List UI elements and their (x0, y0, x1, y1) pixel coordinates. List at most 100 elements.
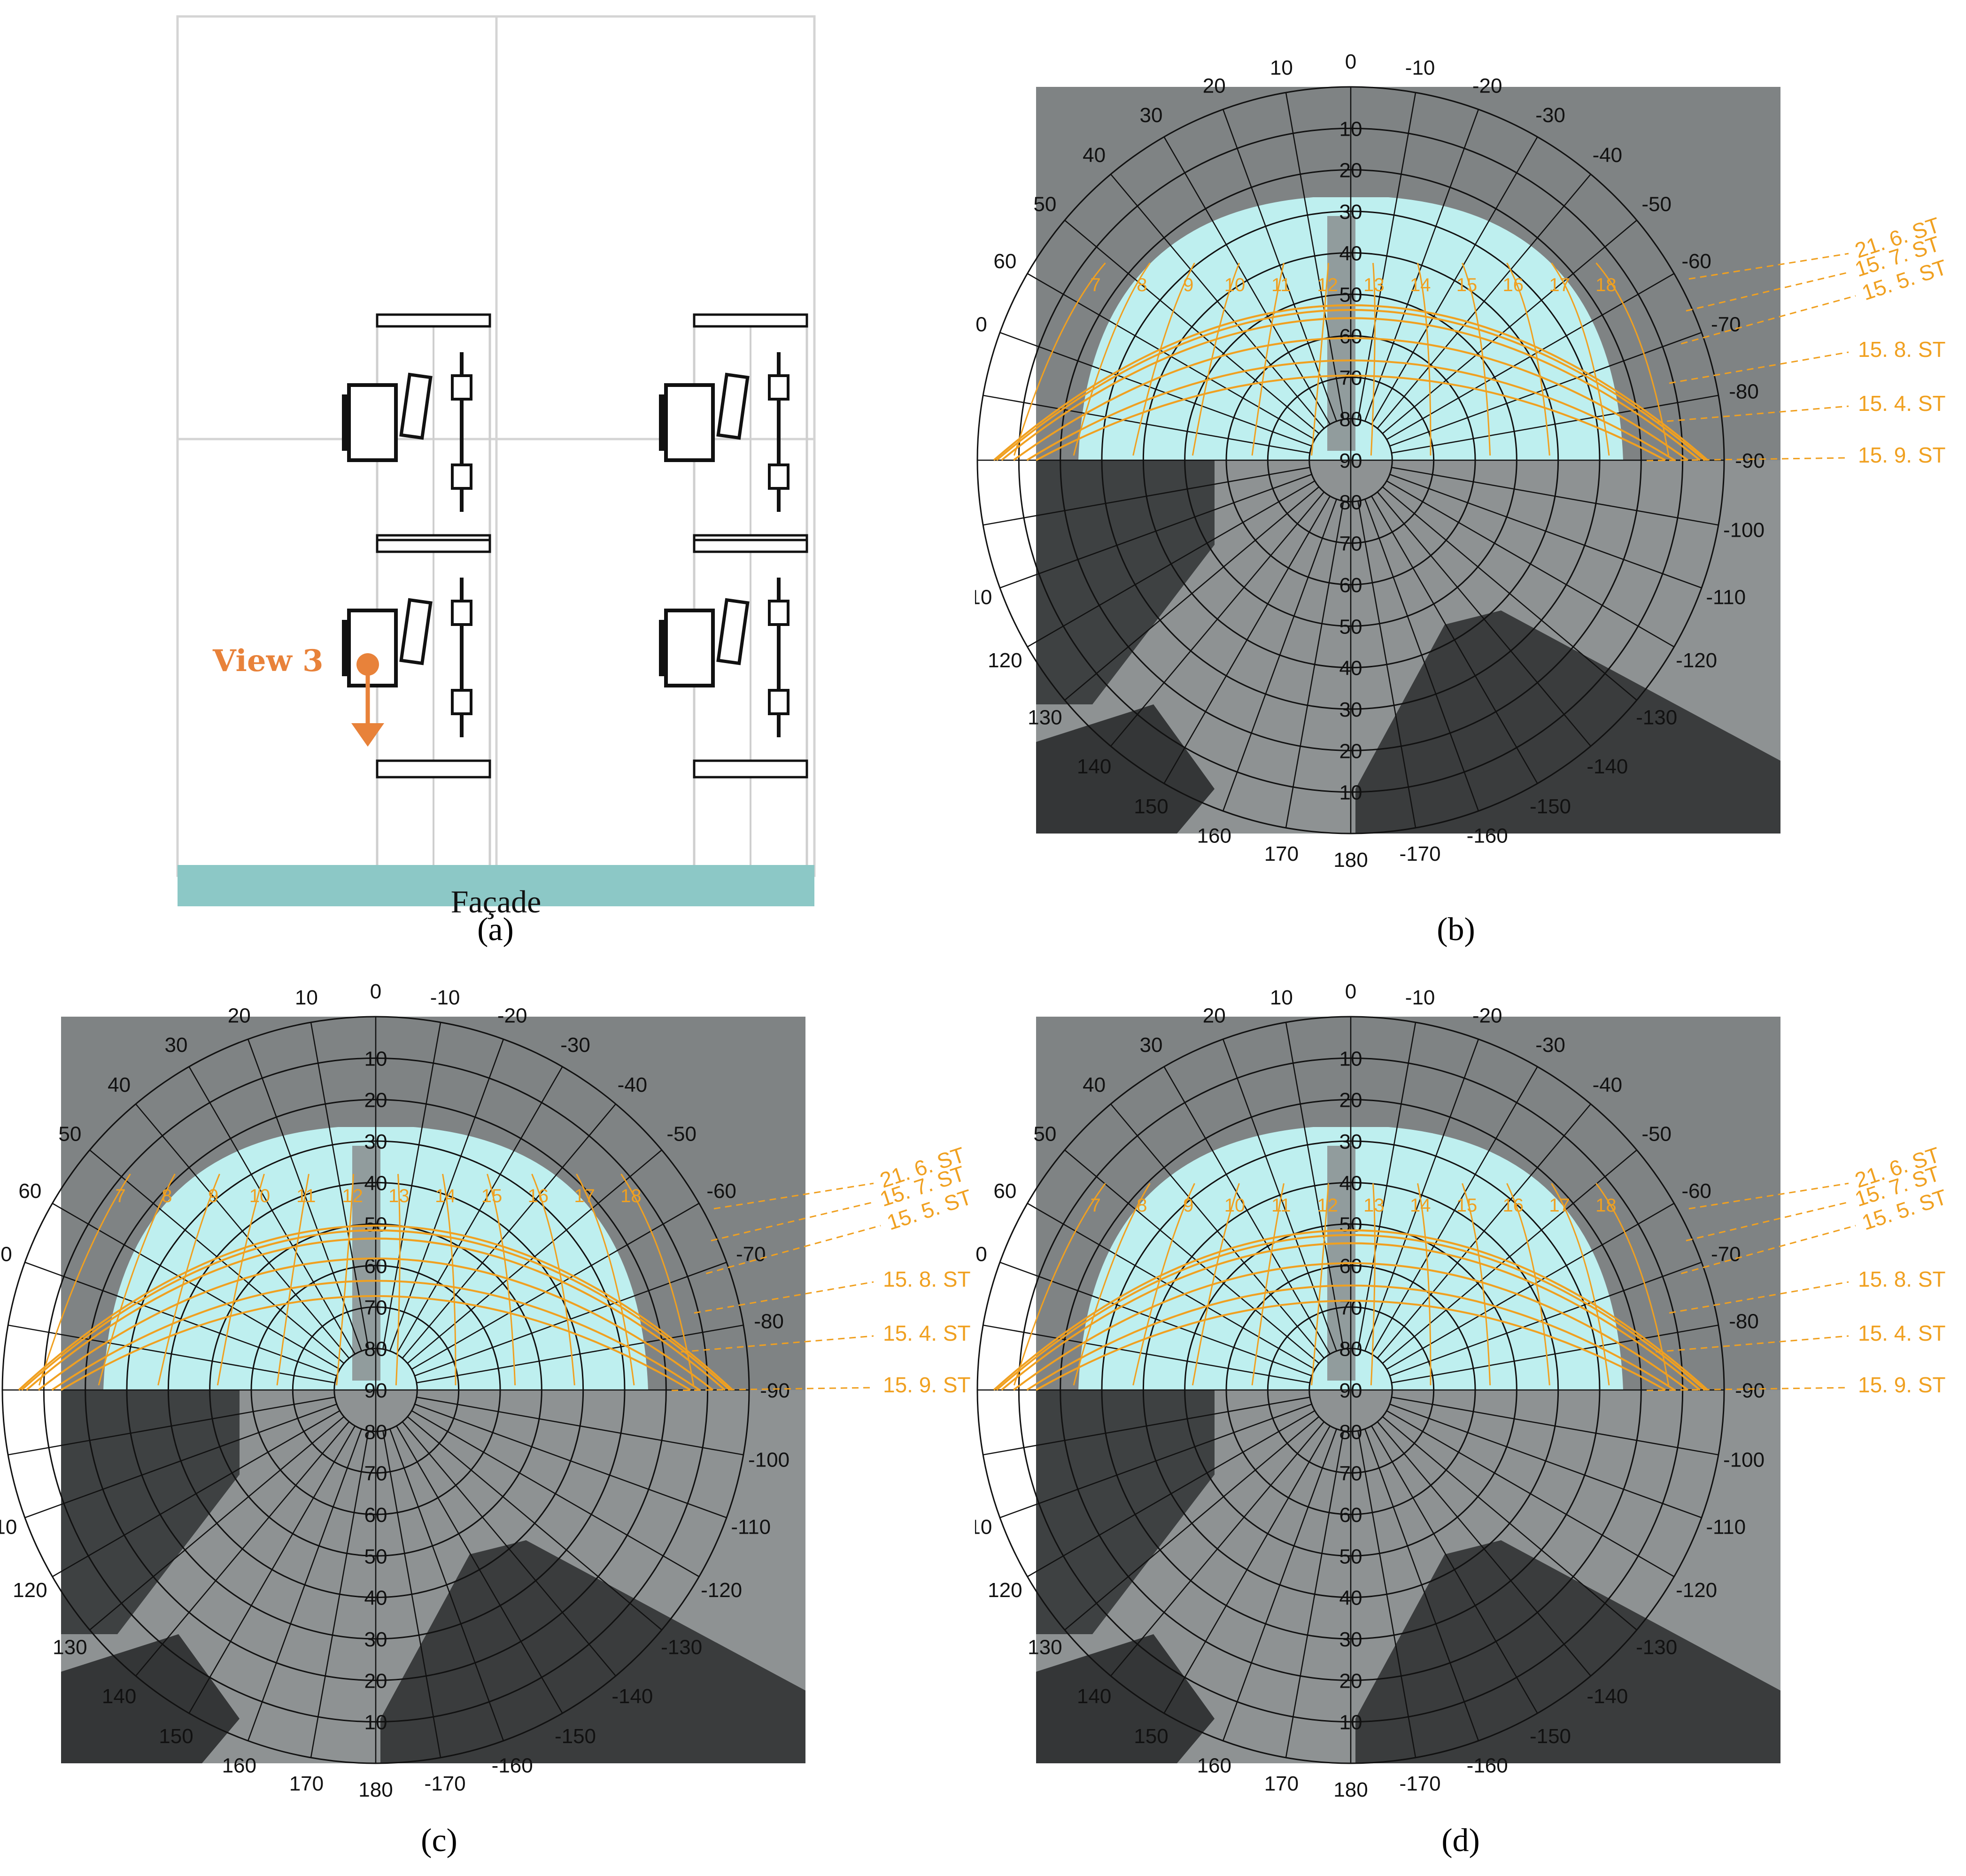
azimuth-label: 120 (13, 1579, 47, 1602)
altitude-label: 80 (1339, 1338, 1362, 1361)
azimuth-spoke (1285, 501, 1344, 828)
azimuth-label: -130 (1636, 1636, 1677, 1659)
hour-label: 17 (1549, 275, 1570, 295)
partition (376, 539, 491, 553)
azimuth-label: -110 (1706, 1516, 1746, 1539)
sun-path-polar-chart: -170-160-150-140-130-120-110-100-90-80-7… (940, 50, 1950, 872)
azimuth-label: 70 (975, 1243, 987, 1266)
azimuth-label: -40 (1593, 144, 1623, 167)
altitude-label: 90 (1339, 449, 1362, 472)
azimuth-label: -170 (1400, 842, 1441, 865)
hour-line (276, 1173, 310, 1386)
azimuth-spoke (1357, 501, 1416, 828)
hour-line (157, 1173, 220, 1386)
hour-line (1370, 1183, 1376, 1386)
azimuth-label: 50 (58, 1123, 81, 1146)
hour-line (1311, 262, 1329, 456)
chair (664, 383, 715, 462)
hour-label: 14 (1410, 1195, 1431, 1216)
azimuth-spoke (1364, 1039, 1479, 1351)
hour-label: 16 (1503, 1195, 1524, 1216)
sun-path-arc (21, 1229, 731, 1391)
workstation (659, 539, 808, 906)
date-leader-line (1656, 405, 1849, 423)
azimuth-label: -60 (1681, 1180, 1711, 1203)
partition (693, 759, 808, 779)
altitude-label: 70 (364, 1462, 387, 1485)
altitude-label: 80 (1339, 491, 1362, 514)
date-leader-line (1669, 351, 1849, 384)
azimuth-label: -60 (1681, 250, 1711, 273)
azimuth-spoke (188, 1066, 356, 1355)
hour-line (1192, 262, 1240, 456)
azimuth-spoke (1364, 499, 1479, 811)
monitor (399, 598, 433, 665)
altitude-label: 30 (1339, 698, 1362, 721)
altitude-label: 80 (364, 1338, 387, 1361)
azimuth-label: -20 (1472, 74, 1502, 97)
azimuth-spoke (1064, 220, 1320, 434)
azimuth-label: 60 (993, 250, 1016, 273)
hour-line (1251, 262, 1285, 456)
sun-path-date-label: 15. 9. ST (1858, 443, 1946, 467)
hour-label: 14 (435, 1186, 456, 1206)
azimuth-label: 70 (975, 313, 987, 336)
azimuth-label: 170 (1264, 1772, 1299, 1795)
altitude-label: 10 (1339, 781, 1362, 804)
azimuth-spoke (1357, 1022, 1416, 1350)
altitude-label: 40 (1339, 657, 1362, 680)
azimuth-spoke (1285, 1022, 1344, 1350)
hour-label: 9 (208, 1186, 218, 1206)
azimuth-label: -140 (1587, 1685, 1628, 1708)
azimuth-label: 20 (228, 1004, 251, 1027)
azimuth-label: -110 (731, 1516, 771, 1539)
azimuth-label: 20 (1203, 1004, 1226, 1027)
hour-line (1013, 1183, 1106, 1386)
azimuth-spoke (1110, 1421, 1325, 1676)
chair-shadow (61, 1634, 240, 1763)
monitor (399, 372, 433, 440)
azimuth-spoke (1357, 1430, 1416, 1758)
azimuth-label: -80 (1729, 1310, 1759, 1333)
altitude-label: 20 (1339, 1669, 1362, 1692)
hour-label: 9 (1183, 275, 1193, 295)
hour-label: 18 (1595, 275, 1617, 295)
hour-label: 13 (388, 1186, 410, 1206)
hour-label: 13 (1363, 1195, 1385, 1216)
hour-label: 18 (620, 1186, 642, 1206)
sun-path-arc (51, 1280, 700, 1391)
azimuth-spoke (52, 1410, 341, 1577)
azimuth-label: -100 (748, 1449, 789, 1472)
azimuth-spoke (8, 1397, 335, 1456)
chair (347, 383, 398, 462)
altitude-label: 70 (1339, 1462, 1362, 1485)
altitude-label: 10 (1339, 1711, 1362, 1734)
azimuth-label: 0 (1345, 980, 1356, 1003)
azimuth-label: -130 (1636, 706, 1677, 729)
date-leader-line (706, 1225, 881, 1274)
altitude-label: 90 (364, 1379, 387, 1402)
azimuth-label: 170 (289, 1772, 324, 1795)
hour-label: 7 (1090, 275, 1100, 295)
azimuth-label: -30 (1535, 104, 1565, 127)
hour-label: 13 (1363, 275, 1385, 295)
sun-path-polar-chart: -170-160-150-140-130-120-110-100-90-80-7… (940, 980, 1950, 1801)
azimuth-label: -20 (497, 1004, 527, 1027)
sun-path-date-label: 15. 8. ST (883, 1267, 971, 1291)
hour-line (1132, 1183, 1195, 1386)
altitude-label: 50 (1339, 1213, 1362, 1236)
monitor (716, 598, 750, 665)
hour-line (1506, 262, 1550, 456)
dark-wall (1036, 1390, 1215, 1634)
hour-label: 7 (115, 1186, 125, 1206)
hour-line (1192, 1183, 1240, 1386)
desk-shadow (380, 1540, 805, 1763)
sun-path-date-label: 15. 4. ST (883, 1321, 971, 1345)
altitude-label: 20 (1339, 1089, 1362, 1112)
hour-line (1073, 1183, 1151, 1386)
altitude-label: 70 (364, 1296, 387, 1319)
azimuth-spoke (1389, 1404, 1702, 1519)
hour-line (1551, 1183, 1610, 1386)
sun-path-arc (38, 1258, 714, 1391)
azimuth-label: -80 (754, 1310, 784, 1333)
